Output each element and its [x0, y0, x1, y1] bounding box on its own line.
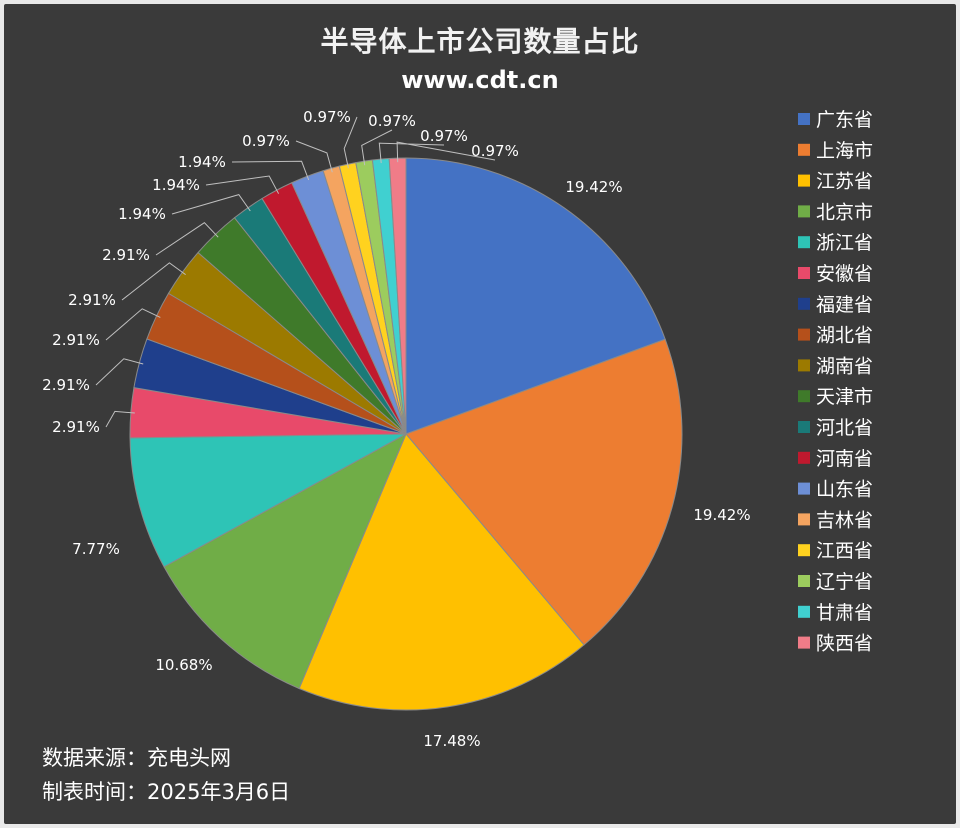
legend-label-0: 广东省 — [816, 109, 873, 131]
slice-0 — [405, 157, 666, 435]
legend-swatch-0 — [798, 113, 810, 125]
legend: 广东省上海市江苏省北京市浙江省安徽省福建省湖北省湖南省天津市河北省河南省山东省吉… — [798, 109, 873, 655]
data-label-5: 2.91% — [52, 418, 100, 436]
legend-swatch-6 — [798, 297, 810, 310]
data-label-9: 2.91% — [102, 246, 150, 264]
data-source-note: 数据来源：充电头网 — [42, 746, 231, 770]
chart-subtitle: www.cdt.cn — [401, 66, 559, 94]
legend-swatch-17 — [798, 636, 810, 649]
slice-1 — [405, 338, 683, 646]
data-label-6: 2.91% — [42, 376, 90, 394]
data-label-3: 10.68% — [155, 656, 212, 674]
legend-swatch-4 — [798, 236, 810, 249]
leader-line-9 — [155, 222, 219, 256]
legend-label-9: 天津市 — [816, 386, 873, 408]
data-label-1: 19.42% — [693, 506, 750, 524]
legend-label-14: 江西省 — [816, 540, 873, 562]
legend-label-13: 吉林省 — [816, 509, 873, 531]
legend-swatch-8 — [798, 359, 810, 372]
legend-label-5: 安徽省 — [816, 263, 873, 285]
leader-line-5 — [105, 410, 135, 428]
leader-line-15 — [361, 129, 393, 166]
legend-label-15: 辽宁省 — [816, 571, 873, 593]
leader-line-11 — [205, 175, 280, 194]
slice-2 — [298, 433, 585, 711]
data-label-11: 1.94% — [152, 176, 200, 194]
legend-label-12: 山东省 — [816, 479, 873, 501]
legend-label-3: 北京市 — [816, 201, 873, 223]
data-label-7: 2.91% — [52, 331, 100, 349]
data-label-4: 7.77% — [72, 540, 120, 558]
legend-swatch-16 — [798, 605, 810, 618]
data-labels: 19.42% 19.42% 17.48% 10.68% 7.77% 2.91% 2.91% 2… — [42, 108, 750, 750]
slice-3 — [163, 432, 408, 690]
legend-label-4: 浙江省 — [816, 232, 873, 254]
leader-line-17 — [396, 141, 496, 163]
legend-swatch-11 — [798, 451, 810, 464]
data-label-12: 1.94% — [178, 153, 226, 171]
legend-label-8: 湖南省 — [816, 355, 873, 377]
legend-label-10: 河北省 — [816, 417, 873, 439]
leader-line-6 — [95, 358, 144, 386]
leader-line-13 — [295, 140, 333, 173]
legend-swatch-10 — [798, 421, 810, 433]
legend-label-16: 甘肃省 — [816, 602, 873, 624]
legend-swatch-1 — [798, 143, 810, 156]
leader-line-10 — [171, 194, 251, 215]
legend-swatch-2 — [798, 174, 810, 187]
data-label-17: 0.97% — [471, 142, 519, 160]
data-label-2: 17.48% — [423, 732, 480, 750]
slice-4 — [129, 433, 407, 568]
leader-lines — [95, 116, 496, 428]
data-label-13: 0.97% — [242, 132, 290, 150]
pie-chart: 19.42% 19.42% 17.48% 10.68% 7.77% 2.91% 2.91% 2… — [42, 108, 873, 750]
chart-date-note: 制表时间：2025年3月6日 — [42, 780, 291, 804]
legend-label-11: 河南省 — [816, 448, 873, 470]
legend-swatch-13 — [798, 513, 810, 526]
chart-frame: 半导体上市公司数量占比 www.cdt.cn 19.42% 19.42% 17.48… — [4, 4, 956, 824]
data-label-0: 19.42% — [565, 178, 622, 196]
data-label-8: 2.91% — [68, 291, 116, 309]
leader-line-14 — [343, 116, 358, 169]
legend-swatch-12 — [798, 482, 810, 495]
legend-label-6: 福建省 — [816, 294, 873, 316]
leader-line-16 — [378, 142, 445, 164]
legend-label-2: 江苏省 — [816, 171, 873, 193]
data-label-15: 0.97% — [368, 112, 416, 130]
leader-line-7 — [105, 308, 161, 341]
data-label-10: 1.94% — [118, 205, 166, 223]
pie-slices — [129, 157, 683, 711]
leader-line-8 — [121, 262, 186, 301]
chart-title: 半导体上市公司数量占比 — [320, 25, 640, 58]
data-label-16: 0.97% — [420, 127, 468, 145]
leader-line-12 — [231, 160, 310, 181]
legend-swatch-9 — [798, 390, 810, 403]
legend-swatch-7 — [798, 328, 810, 341]
legend-swatch-3 — [798, 205, 810, 218]
data-label-14: 0.97% — [303, 108, 351, 126]
legend-swatch-15 — [798, 575, 810, 587]
legend-label-1: 上海市 — [816, 140, 873, 162]
legend-label-7: 湖北省 — [816, 325, 873, 347]
legend-swatch-5 — [798, 267, 810, 279]
legend-swatch-14 — [798, 544, 810, 557]
legend-label-17: 陕西省 — [816, 633, 873, 655]
